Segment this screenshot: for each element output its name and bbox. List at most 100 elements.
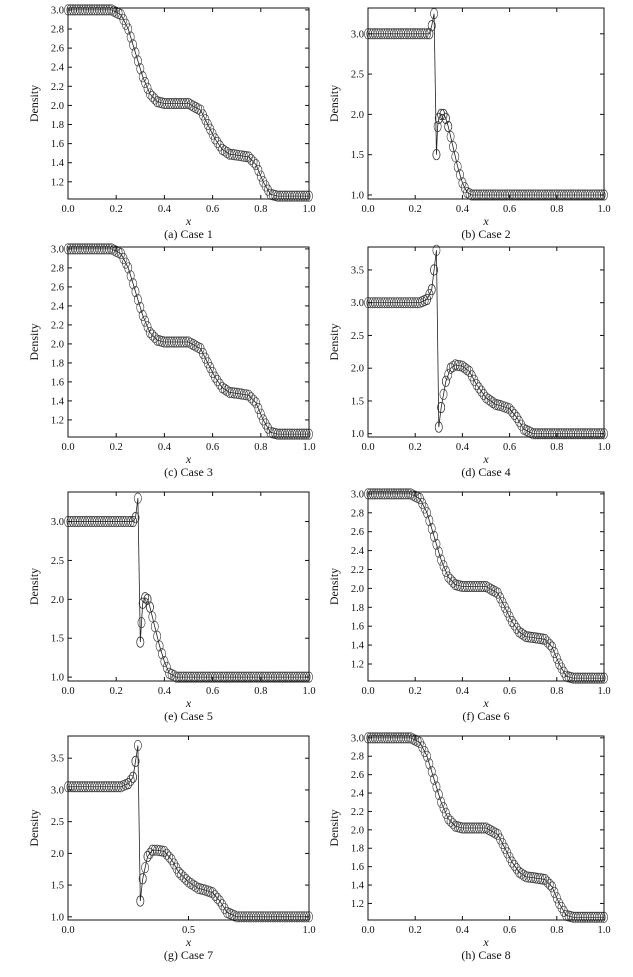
data-point (254, 164, 263, 176)
chart-panel-6: 0.0 0.2 0.4 0.6 0.8 1.0 1.2 1.4 1.6 1.8 2.0 2.2 2.4 2… (327, 488, 611, 723)
data-point (124, 516, 133, 528)
data-point (300, 428, 309, 440)
data-point (500, 842, 509, 854)
x-tick-label: 0.2 (110, 204, 123, 215)
data-point (215, 895, 224, 907)
x-tick-label: 1.0 (597, 204, 610, 215)
data-point (259, 176, 268, 188)
data-point (517, 868, 526, 880)
y-tick-label: 3.0 (351, 29, 364, 40)
y-tick-label: 2.8 (351, 752, 364, 763)
y-tick-label: 1.0 (51, 673, 64, 684)
y-tick-label: 3.0 (51, 517, 64, 528)
data-point (503, 847, 512, 859)
data-point (437, 402, 446, 414)
data-point (595, 672, 604, 684)
data-point (423, 750, 431, 762)
data-point (441, 375, 450, 387)
x-tick-label: 0.8 (550, 686, 563, 697)
x-tick-label: 0.8 (550, 204, 563, 215)
data-point (242, 151, 251, 163)
x-axis-label: x (482, 214, 489, 228)
y-tick-label: 2.2 (351, 565, 364, 576)
x-axis-ticks: 0.0 0.2 0.4 0.6 0.8 1.0 (61, 247, 316, 453)
y-tick-label: 2.0 (51, 849, 64, 860)
y-tick-label: 2.0 (351, 364, 364, 375)
data-point (420, 28, 429, 40)
y-tick-label: 2.5 (51, 556, 64, 567)
data-point (138, 597, 147, 609)
data-point (211, 889, 219, 901)
data-point (559, 905, 568, 917)
chart-panel-4: 0.0 0.2 0.4 0.6 0.8 1.0 1.0 1.5 2.0 2.5 3.0 3.5 x Den… (327, 244, 611, 479)
plot-frame (67, 7, 310, 200)
x-tick-label: 0.0 (361, 442, 374, 453)
data-point (449, 141, 457, 153)
x-tick-label: 0.2 (409, 204, 422, 215)
data-point (538, 873, 547, 885)
data-point (158, 845, 166, 857)
x-tick-label: 0.8 (550, 442, 563, 453)
data-point (430, 530, 438, 542)
data-point (597, 672, 606, 684)
data-point (505, 851, 514, 863)
y-tick-label: 1.4 (51, 396, 65, 407)
panel-caption: (d) Case 4 (461, 465, 510, 479)
y-tick-label: 1.2 (351, 659, 364, 670)
x-tick-label: 0.6 (206, 686, 219, 697)
data-point (155, 640, 164, 652)
y-tick-label: 1.5 (51, 881, 64, 892)
y-axis-label: Density (27, 568, 41, 605)
data-point (557, 662, 566, 674)
y-tick-label: 3.5 (351, 265, 364, 276)
x-tick-label: 0.0 (361, 686, 374, 697)
data-point (446, 362, 455, 374)
data-point (133, 740, 142, 752)
data-point (437, 796, 446, 808)
data-point (131, 755, 140, 767)
data-point (129, 39, 137, 51)
x-tick-label: 0.0 (61, 686, 74, 697)
chart-panel-7: 0.0 0.5 1.0 1.0 1.5 2.0 2.5 3.0 3.5 x Density (g) C… (27, 735, 316, 962)
y-axis-label: Density (27, 809, 41, 846)
y-tick-label: 1.8 (351, 603, 364, 614)
x-tick-label: 0.4 (456, 442, 470, 453)
data-point (300, 190, 309, 202)
data-point (302, 428, 311, 440)
y-axis-label: Density (27, 323, 41, 360)
data-point (129, 771, 137, 783)
data-point (479, 580, 488, 592)
y-tick-label: 2.4 (51, 63, 65, 74)
x-tick-label: 0.0 (361, 925, 374, 936)
y-tick-label: 1.5 (351, 396, 364, 407)
data-point (477, 385, 486, 397)
data-point (184, 876, 193, 888)
x-tick-label: 0.2 (110, 686, 123, 697)
plot-frame (67, 246, 310, 438)
data-point (153, 630, 162, 642)
data-point (433, 120, 442, 132)
x-tick-label: 1.0 (597, 686, 610, 697)
data-point (136, 895, 145, 907)
y-tick-label: 1.6 (351, 622, 364, 633)
x-tick-label: 1.0 (302, 442, 315, 453)
data-point (472, 379, 481, 391)
data-point (434, 789, 443, 801)
data-point (131, 512, 140, 524)
x-tick-label: 0.4 (456, 686, 470, 697)
data-point (432, 149, 441, 161)
data-point (187, 878, 195, 890)
data-point (261, 418, 270, 430)
marker-group (364, 8, 608, 201)
y-tick-label: 2.0 (351, 110, 364, 121)
data-point (498, 838, 507, 850)
y-tick-label: 1.4 (51, 158, 65, 169)
data-point (512, 411, 521, 423)
y-axis-ticks: 1.2 1.4 1.6 1.8 2.0 2.2 2.4 2.6 2.8 3.0 (351, 733, 604, 910)
plot-frame (67, 735, 310, 921)
data-point (218, 382, 227, 394)
data-point (137, 617, 146, 629)
y-axis-label: Density (327, 323, 341, 360)
x-axis-label: x (482, 935, 489, 949)
data-point (252, 397, 260, 409)
